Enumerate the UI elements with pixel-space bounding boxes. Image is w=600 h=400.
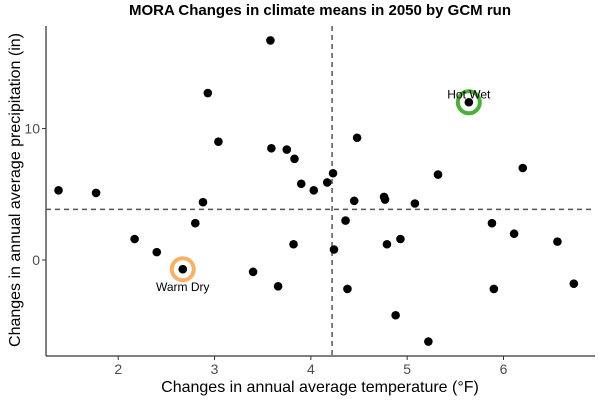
data-point	[214, 137, 223, 146]
x-tick-label: 6	[500, 361, 508, 377]
data-point	[349, 196, 359, 206]
highlight-label: Warm Dry	[156, 280, 210, 294]
data-point	[391, 310, 400, 320]
highlight-ring	[169, 256, 196, 283]
data-point	[569, 279, 579, 288]
data-point	[464, 97, 474, 107]
data-point	[178, 264, 188, 274]
data-point	[130, 234, 139, 244]
data-point	[273, 282, 283, 291]
data-point	[329, 245, 339, 254]
data-point	[410, 199, 420, 208]
data-point	[309, 186, 319, 195]
data-point	[433, 170, 443, 179]
chart-title: MORA Changes in climate means in 2050 by…	[129, 2, 511, 19]
data-point	[396, 234, 405, 244]
x-tick-label: 4	[307, 361, 315, 377]
data-point	[489, 284, 499, 294]
data-point	[509, 229, 519, 239]
data-point	[296, 179, 306, 189]
data-point	[203, 88, 213, 98]
data-point	[152, 247, 162, 257]
data-point	[343, 284, 352, 294]
data-point	[267, 143, 276, 153]
x-tick-label: 5	[403, 361, 411, 377]
data-point	[198, 197, 208, 207]
data-point	[328, 168, 338, 178]
x-tick-label: 2	[114, 361, 122, 377]
data-point	[341, 216, 350, 225]
data-point	[518, 163, 528, 173]
x-axis-title: Changes in annual average temperature (°…	[161, 379, 479, 396]
plot-area: 2 3 4 5 6 0 10 Hot Wet Warm Dry	[24, 26, 595, 377]
y-axis-title: Changes in annual average precipitation …	[7, 33, 24, 347]
data-point	[352, 133, 362, 143]
data-point	[382, 239, 392, 249]
data-point	[282, 145, 292, 154]
data-point	[248, 267, 258, 277]
data-point	[289, 239, 298, 249]
x-tick-label: 3	[211, 361, 219, 377]
data-point	[553, 237, 562, 246]
y-tick-label: 10	[24, 121, 40, 137]
data-point	[322, 178, 332, 187]
highlight-label: Hot Wet	[447, 87, 491, 101]
data-point	[91, 188, 101, 198]
data-point	[487, 218, 497, 228]
y-tick-label: 0	[32, 252, 40, 268]
data-point	[424, 337, 433, 346]
data-point	[380, 195, 390, 204]
data-point	[290, 154, 299, 164]
data-point	[266, 36, 275, 45]
data-point	[190, 218, 200, 228]
data-point	[54, 186, 63, 195]
highlight-ring	[455, 89, 482, 116]
